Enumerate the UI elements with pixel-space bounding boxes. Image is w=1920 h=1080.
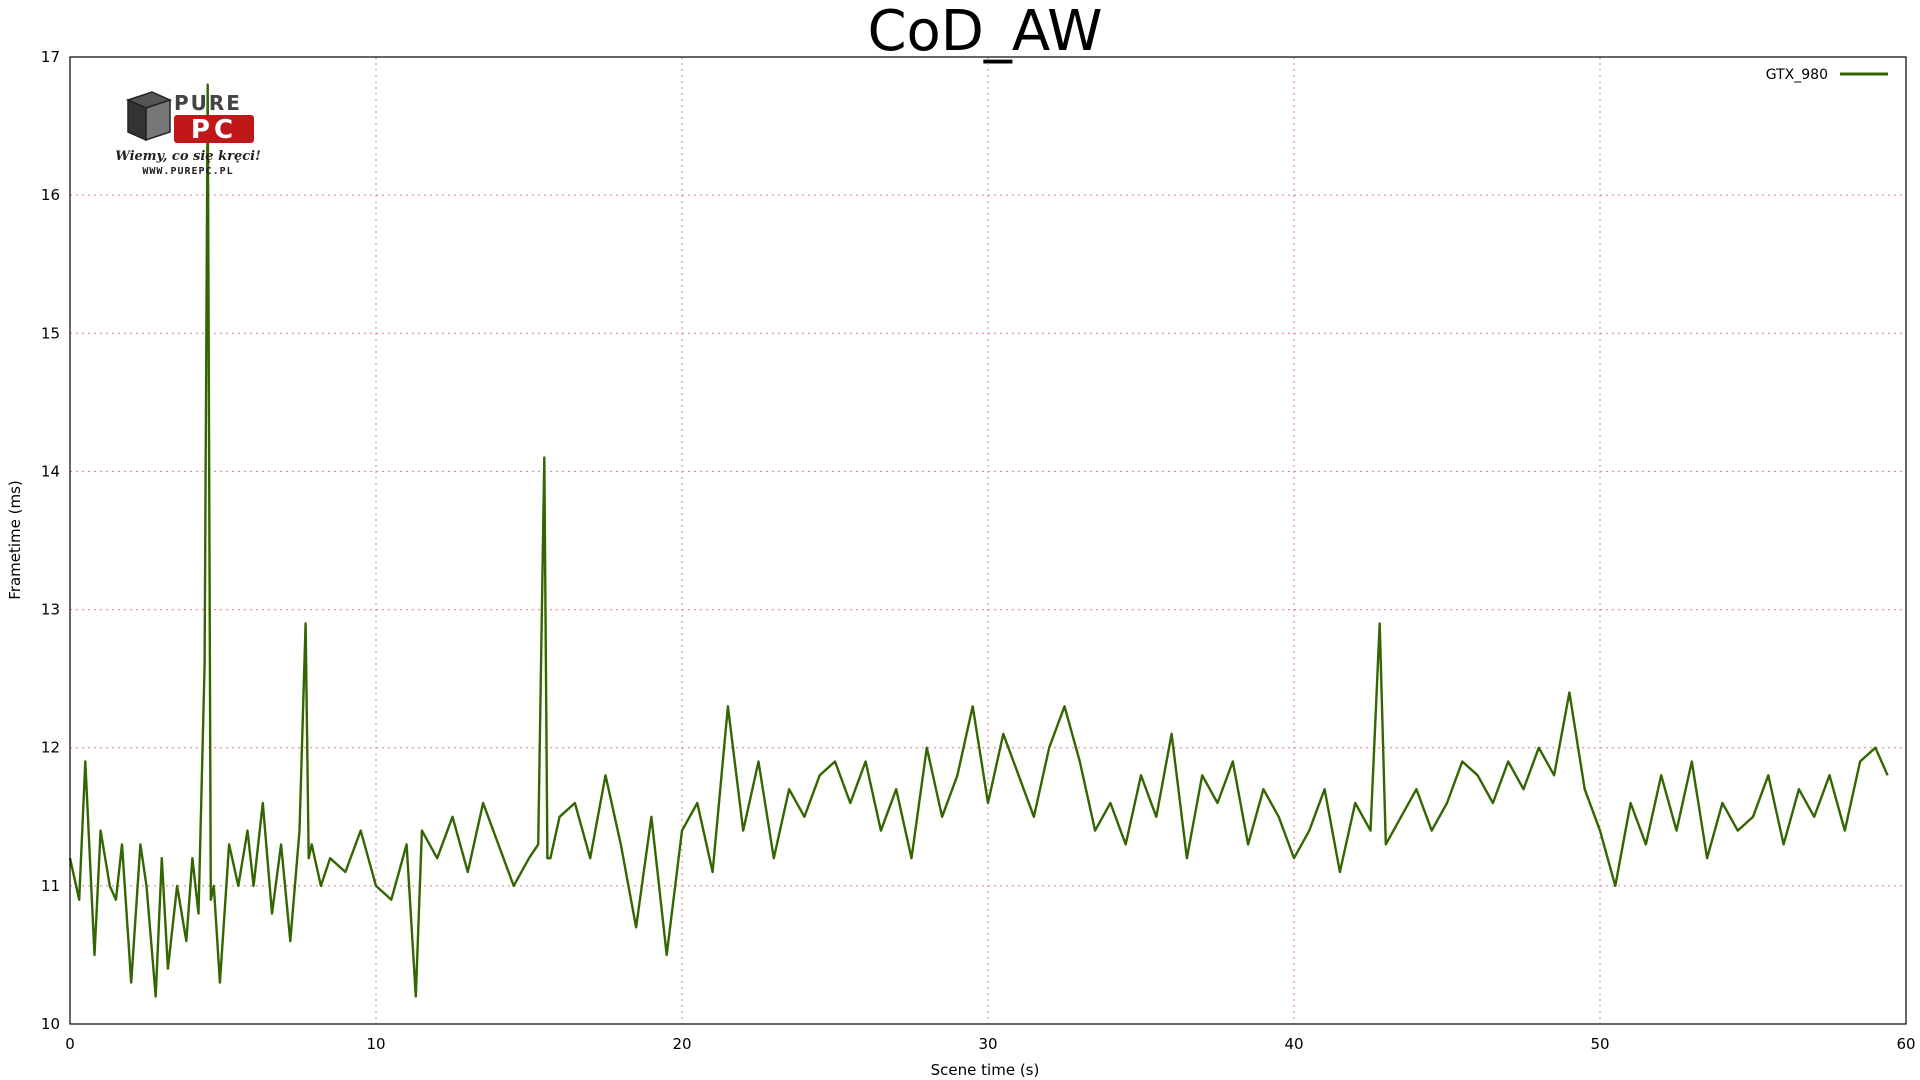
purepc-pure-text: PURE	[174, 91, 242, 115]
legend-label-gtx-980: GTX_980	[1766, 67, 1828, 83]
legend: GTX_980	[1766, 67, 1888, 83]
grid	[70, 57, 1906, 1024]
y-tick-label: 11	[41, 877, 60, 895]
x-tick-label: 50	[1590, 1035, 1609, 1053]
purepc-pc-text: PC	[191, 115, 237, 145]
x-tick-label: 30	[978, 1035, 997, 1053]
plot-frame	[69, 56, 1907, 1025]
chart-title: CoD_AW	[867, 0, 1102, 64]
x-tick-label: 0	[65, 1035, 75, 1053]
y-tick-labels: 10 11 12 13 14 15 16 17	[41, 48, 60, 1033]
series-layer	[68, 83, 1889, 998]
y-tick-label: 15	[41, 324, 60, 342]
y-tick-label: 10	[41, 1015, 60, 1033]
x-tick-label: 40	[1284, 1035, 1303, 1053]
y-tick-label: 12	[41, 739, 60, 757]
y-tick-label: 16	[41, 186, 60, 204]
x-tick-labels: 0 10 20 30 40 50 60	[65, 1035, 1915, 1053]
purepc-slogan: Wiemy, co się kręci!	[115, 149, 261, 164]
x-tick-label: 20	[672, 1035, 691, 1053]
series-line-gtx-980	[68, 83, 1889, 998]
y-axis-label: Frametime (ms)	[6, 480, 24, 600]
purepc-box-icon	[125, 91, 173, 142]
y-tick-label: 13	[41, 601, 60, 619]
purepc-url: WWW.PUREPC.PL	[142, 166, 233, 177]
y-tick-label: 14	[41, 462, 60, 480]
y-tick-label: 17	[41, 48, 60, 66]
x-tick-label: 10	[366, 1035, 385, 1053]
purepc-logo: PURE PC Wiemy, co się kręci! WWW.PUREPC.…	[115, 91, 261, 177]
x-tick-label: 60	[1896, 1035, 1915, 1053]
x-axis-label: Scene time (s)	[931, 1061, 1040, 1079]
purepc-pc-badge	[174, 115, 254, 143]
